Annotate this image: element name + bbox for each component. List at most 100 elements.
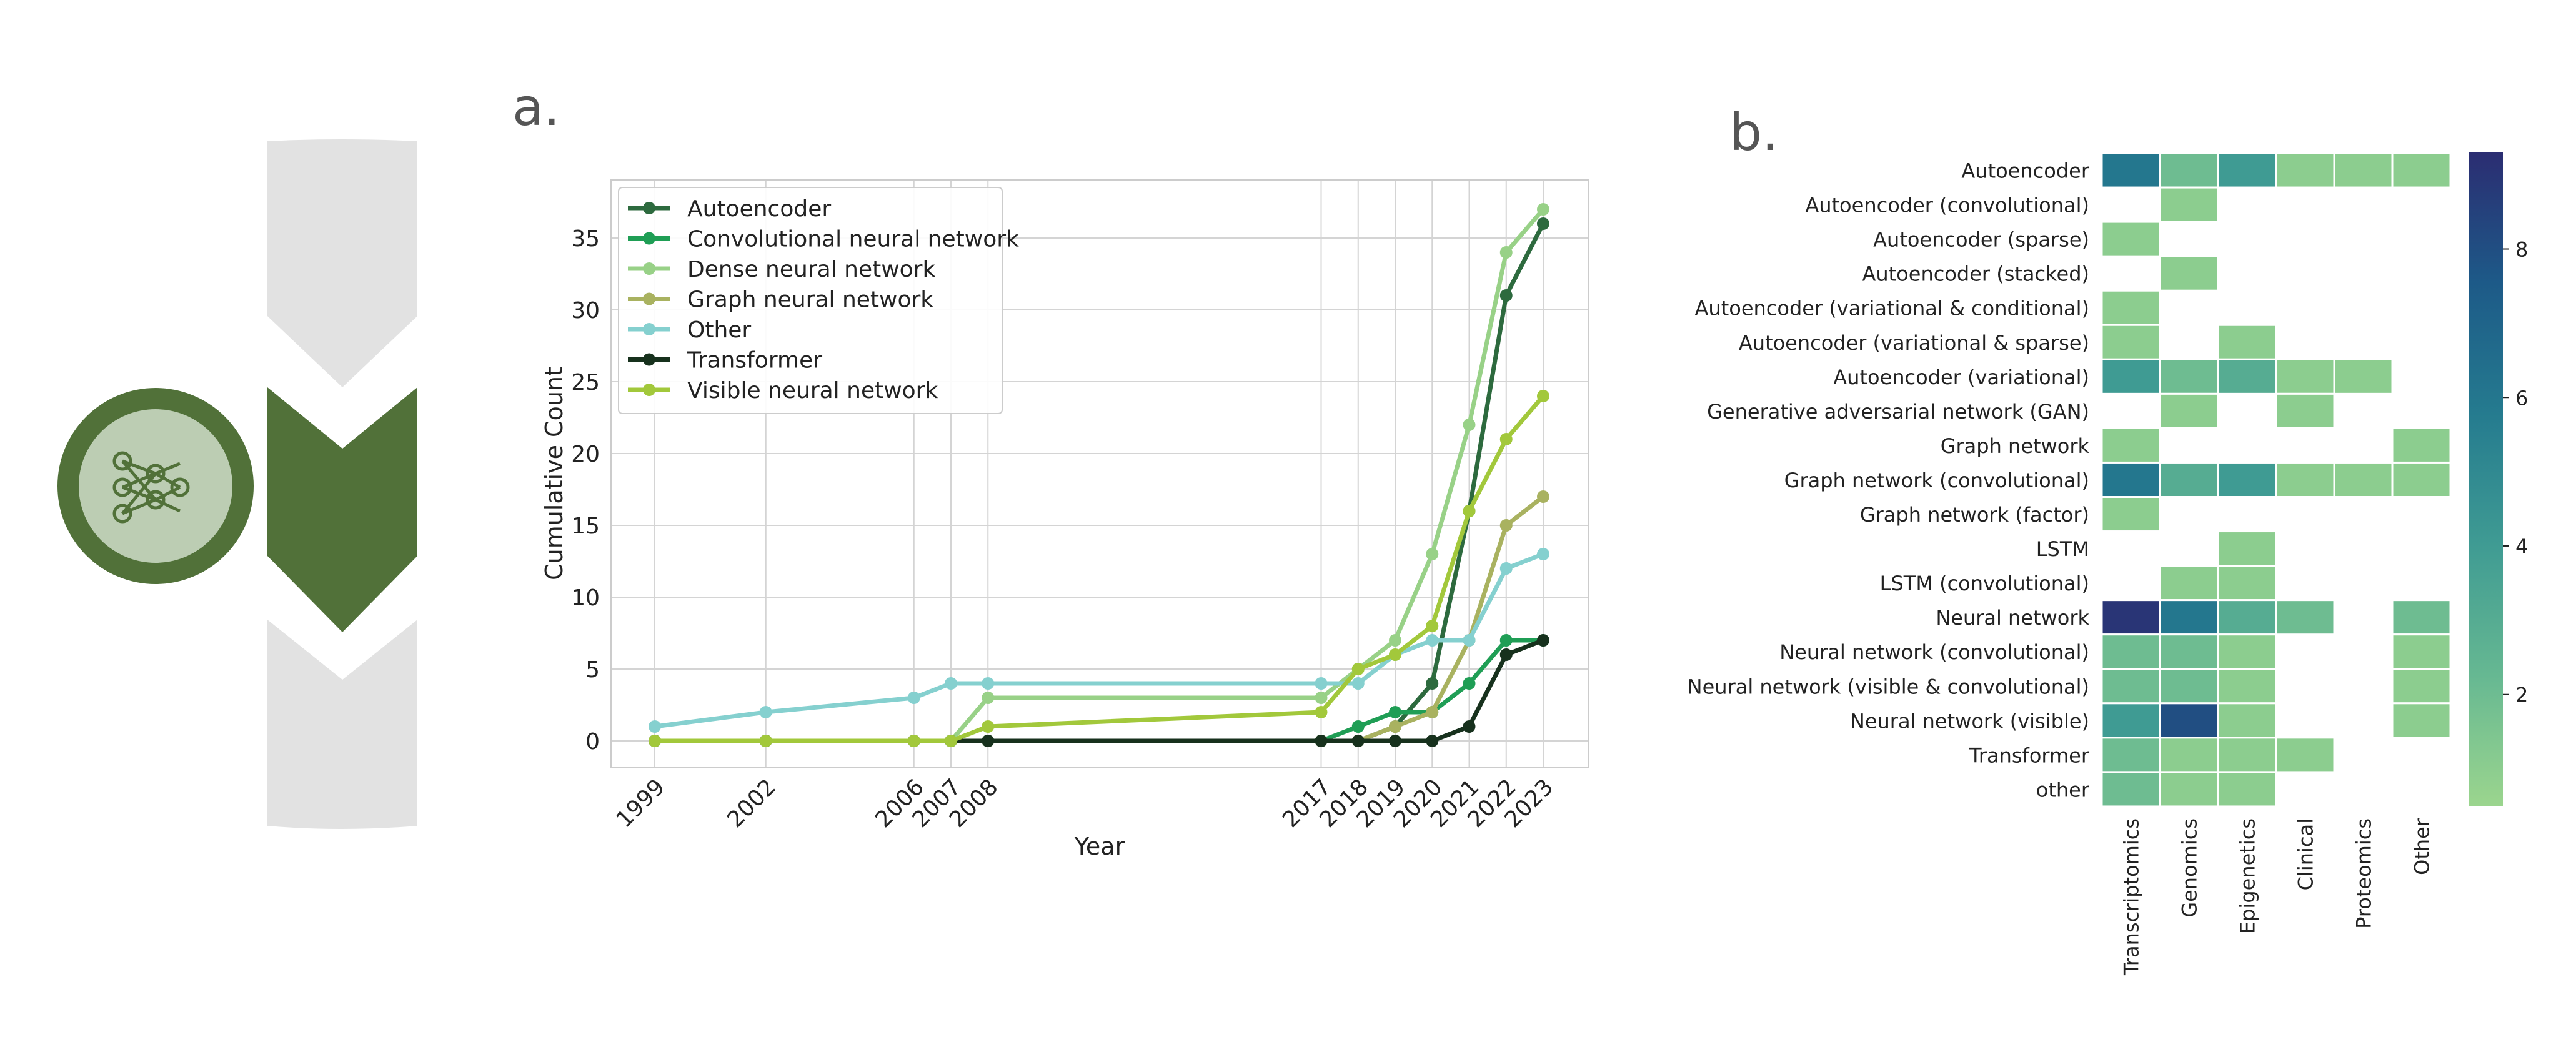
legend-label: Other (687, 317, 751, 343)
heatmap-row-label: Graph network (factor) (1860, 503, 2089, 527)
heatmap-cell (2391, 668, 2452, 705)
heatmap-cell (2101, 633, 2161, 670)
data-point (1389, 706, 1401, 718)
heatmap-cell (2159, 565, 2219, 602)
heatmap-cell (2275, 152, 2335, 189)
y-tick-label: 35 (571, 226, 600, 252)
heatmap-row-label: Neural network (visible & convolutional) (1688, 675, 2089, 698)
heatmap-cell (2101, 702, 2161, 739)
heatmap-column-label: Epigenetics (2236, 818, 2260, 934)
y-axis-label: Cumulative Count (540, 367, 568, 580)
data-point (759, 706, 772, 718)
flow-chevrons (267, 139, 417, 829)
heatmap-row-label: Generative adversarial network (GAN) (1707, 400, 2089, 424)
data-point (907, 735, 920, 747)
heatmap-cell (2159, 668, 2219, 705)
data-point (907, 692, 920, 704)
heatmap-cell (2217, 599, 2277, 636)
heatmap-cell (2159, 461, 2219, 499)
heatmap-cell (2333, 152, 2394, 189)
data-point (1315, 735, 1328, 747)
heatmap-cell (2217, 668, 2277, 705)
data-point (1426, 677, 1439, 690)
data-point (1537, 390, 1549, 402)
heatmap-cell (2101, 771, 2161, 808)
heatmap-cell (2101, 427, 2161, 464)
heatmap-cell (2101, 668, 2161, 705)
colorbar-tick-label: 4 (2515, 535, 2528, 558)
heatmap-cell (2333, 358, 2394, 395)
y-tick-label: 5 (585, 657, 600, 683)
data-point (945, 677, 957, 690)
heatmap-row-label: Autoencoder (sparse) (1873, 228, 2089, 252)
legend-entry: Autoencoder (628, 196, 831, 222)
data-point (1499, 648, 1513, 661)
y-tick-label: 10 (571, 585, 600, 611)
legend-entry: Other (628, 317, 751, 343)
legend-entry: Convolutional neural network (628, 227, 1019, 252)
data-point (1351, 735, 1365, 747)
legend-entry: Dense neural network (628, 257, 935, 282)
heatmap-cell (2101, 324, 2161, 360)
y-tick-label: 25 (571, 370, 600, 395)
legend-marker (643, 353, 655, 366)
heatmap-cell (2101, 599, 2161, 636)
data-point (759, 735, 772, 747)
heatmap-row-label: Neural network (1936, 606, 2089, 630)
y-tick-label: 15 (571, 514, 600, 539)
data-point (1499, 433, 1513, 445)
heatmap-row-label: LSTM (2036, 537, 2089, 561)
data-point (1426, 620, 1439, 632)
y-tick-label: 0 (585, 729, 600, 755)
heatmap-chart: Autoencoder Autoencoder (convolutional) Au… (1688, 152, 2528, 976)
data-point (1537, 634, 1549, 647)
heatmap-row-label: Autoencoder (variational & sparse) (1739, 331, 2089, 355)
x-tick-label: 2002 (722, 774, 781, 833)
heatmap-cell (2101, 221, 2161, 257)
data-point (982, 720, 995, 733)
heatmap-cell (2217, 565, 2277, 602)
chevron-top-icon (267, 139, 417, 387)
heatmap-cell (2275, 599, 2335, 636)
data-point (1351, 663, 1365, 675)
data-point (649, 720, 661, 733)
chevron-bottom-icon (267, 620, 417, 829)
heatmap-row-label: Neural network (visible) (1850, 709, 2089, 733)
heatmap-cell (2275, 461, 2335, 499)
legend-entry: Visible neural network (628, 378, 938, 404)
heatmap-cell (2217, 358, 2277, 395)
heatmap-cell (2217, 737, 2277, 773)
heatmap-column-label: Transcriptomics (2120, 818, 2144, 976)
heatmap-column-label: Proteomics (2352, 818, 2376, 929)
legend-label: Convolutional neural network (687, 227, 1019, 252)
legend-entry: Transformer (628, 348, 822, 374)
legend-marker (643, 384, 655, 396)
heatmap-cell (2159, 599, 2219, 636)
heatmap-row-label: Neural network (convolutional) (1779, 640, 2089, 664)
data-point (1537, 217, 1549, 230)
x-tick-label: 1999 (612, 774, 670, 833)
data-point (1499, 289, 1513, 302)
heatmap-cell (2101, 737, 2161, 773)
heatmap-cell (2101, 358, 2161, 395)
data-point (1463, 419, 1476, 431)
heatmap-cell (2101, 461, 2161, 499)
chart-series (649, 203, 1549, 747)
series-line (655, 638, 1544, 743)
legend-box (618, 187, 1003, 414)
series-line (654, 552, 1544, 729)
heatmap-cell (2217, 461, 2277, 499)
heatmap-cell (2159, 392, 2219, 429)
legend-marker (643, 292, 655, 305)
data-point (1426, 634, 1439, 647)
heatmap-row-label: Autoencoder (stacked) (1862, 262, 2089, 286)
heatmap-cell (2391, 633, 2452, 670)
data-point (1426, 706, 1439, 718)
data-point (649, 735, 661, 747)
data-point (1351, 720, 1365, 733)
heatmap-row-label: LSTM (convolutional) (1880, 572, 2089, 595)
series-visible-neural-network (649, 390, 1549, 747)
heatmap-cell (2159, 255, 2219, 292)
